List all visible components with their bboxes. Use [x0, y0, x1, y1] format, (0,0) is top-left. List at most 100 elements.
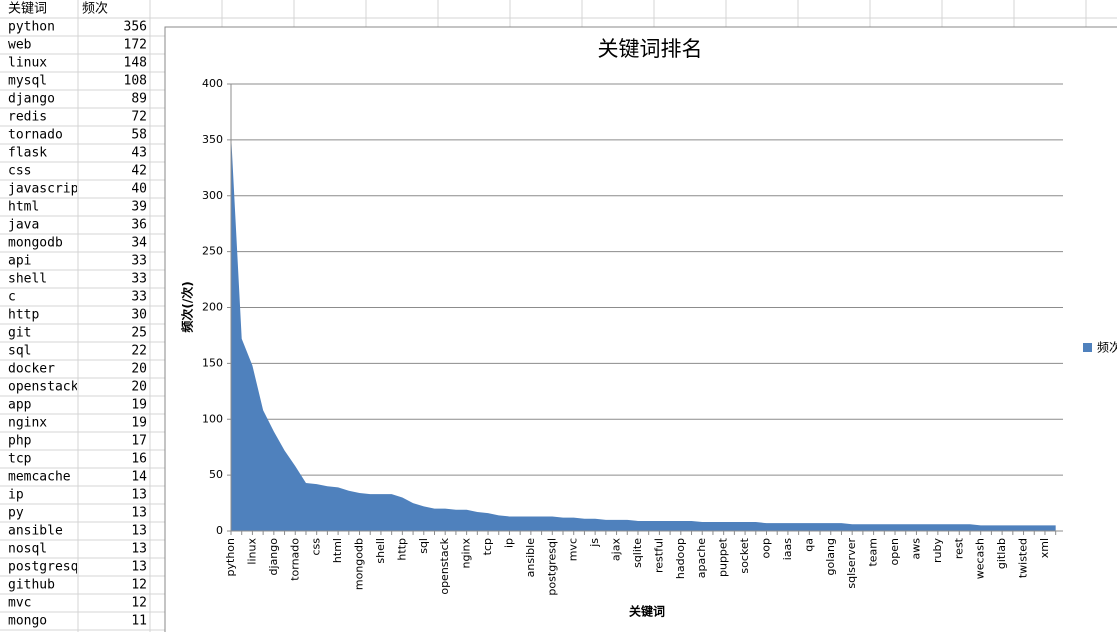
x-tick-label: ansible	[524, 538, 537, 578]
count-cell: 108	[124, 74, 147, 89]
keyword-cell: openstack	[8, 380, 79, 395]
y-tick-label: 0	[216, 524, 223, 537]
y-tick-label: 250	[202, 245, 223, 258]
keyword-cell: linux	[8, 56, 47, 71]
count-cell: 25	[131, 326, 147, 341]
count-cell: 89	[131, 92, 147, 107]
x-tick-label: shell	[374, 538, 387, 564]
count-cell: 13	[131, 506, 147, 521]
y-tick-label: 100	[202, 412, 223, 425]
keyword-cell: tcp	[8, 452, 32, 467]
count-cell: 40	[131, 182, 147, 197]
x-tick-label: aws	[909, 538, 922, 560]
x-tick-label: linux	[245, 538, 258, 565]
x-tick-label: puppet	[717, 537, 730, 577]
count-cell: 172	[124, 38, 147, 53]
count-cell: 148	[124, 56, 147, 71]
keyword-cell: flask	[8, 146, 47, 161]
header-cell: 关键词	[8, 2, 47, 17]
keyword-cell: redis	[8, 110, 47, 125]
x-tick-label: team	[867, 538, 880, 567]
keyword-cell: ip	[8, 488, 24, 503]
x-tick-label: django	[267, 538, 280, 576]
x-tick-label: twisted	[1017, 538, 1030, 578]
x-tick-label: iaas	[781, 538, 794, 561]
y-axis-label: 频次(/次)	[180, 281, 195, 332]
x-tick-label: tcp	[481, 538, 494, 555]
count-cell: 13	[131, 542, 147, 557]
x-axis-label: 关键词	[629, 604, 665, 619]
keyword-cell: py	[8, 506, 24, 521]
count-cell: 20	[131, 362, 147, 377]
count-cell: 11	[131, 614, 147, 629]
keyword-cell: memcache	[8, 470, 71, 485]
x-tick-label: wecash	[974, 538, 987, 579]
count-cell: 33	[131, 272, 147, 287]
x-tick-label: golang	[824, 538, 837, 575]
count-cell: 13	[131, 488, 147, 503]
count-cell: 30	[131, 308, 147, 323]
count-cell: 72	[131, 110, 147, 125]
keyword-cell: shell	[8, 272, 47, 287]
x-tick-label: mvc	[567, 538, 580, 561]
keyword-cell: php	[8, 434, 32, 449]
x-tick-label: qa	[802, 538, 815, 552]
chart-title: 关键词排名	[598, 37, 703, 61]
keyword-cell: mongo	[8, 614, 47, 629]
keyword-cell: ansible	[8, 524, 63, 539]
count-cell: 39	[131, 200, 147, 215]
keyword-cell: python	[8, 20, 55, 35]
count-cell: 12	[131, 596, 147, 611]
count-cell: 20	[131, 380, 147, 395]
y-tick-label: 300	[202, 189, 223, 202]
x-tick-label: ip	[502, 538, 515, 548]
keyword-cell: postgresql	[8, 560, 86, 575]
y-tick-label: 50	[209, 468, 223, 481]
area	[231, 133, 1056, 532]
count-cell: 19	[131, 416, 147, 431]
count-cell: 22	[131, 344, 147, 359]
keyword-cell: github	[8, 578, 55, 593]
chart: 关键词排名 频次(/次) 关键词 0 50 100 150 200 250 300 350 40…	[180, 37, 1117, 619]
x-tick-label: hadoop	[674, 538, 687, 579]
count-cell: 19	[131, 398, 147, 413]
keyword-cell: docker	[8, 362, 55, 377]
x-tick-label: sqlserver	[845, 538, 858, 589]
x-tick-label: python	[224, 538, 237, 577]
keyword-cell: html	[8, 200, 39, 215]
count-cell: 17	[131, 434, 147, 449]
count-cell: 58	[131, 128, 147, 143]
count-cell: 34	[131, 236, 147, 251]
count-cell: 33	[131, 290, 147, 305]
keyword-cell: c	[8, 290, 16, 305]
y-tick-label: 200	[202, 301, 223, 314]
x-tick-label: js	[588, 538, 601, 548]
x-tick-label: open	[888, 538, 901, 565]
x-tick-label: sql	[417, 538, 430, 554]
x-tick-label: xml	[1038, 538, 1051, 558]
count-cell: 43	[131, 146, 147, 161]
y-tick-label: 150	[202, 356, 223, 369]
keyword-cell: sql	[8, 344, 31, 359]
keyword-cell: nginx	[8, 416, 47, 431]
x-tick-label: openstack	[438, 537, 451, 594]
count-cell: 16	[131, 452, 147, 467]
legend-label: 频次	[1097, 341, 1117, 355]
x-tick-label: apache	[695, 538, 708, 578]
keyword-cell: mysql	[8, 74, 47, 89]
x-tick-label: tornado	[288, 538, 301, 581]
x-tick-label: sqlite	[631, 538, 644, 568]
keyword-cell: tornado	[8, 128, 63, 143]
x-tick-label: http	[395, 538, 408, 561]
count-cell: 12	[131, 578, 147, 593]
keyword-cell: django	[8, 92, 55, 107]
count-cell: 13	[131, 560, 147, 575]
x-tick-label: oop	[760, 538, 773, 558]
keyword-cell: java	[8, 218, 39, 233]
legend-swatch	[1083, 343, 1092, 352]
x-tick-label: mongodb	[353, 538, 366, 590]
header-cell: 频次	[82, 1, 108, 17]
x-tick-label: restful	[652, 538, 665, 573]
keyword-cell: web	[8, 38, 32, 53]
x-tick-label: ruby	[931, 538, 944, 563]
